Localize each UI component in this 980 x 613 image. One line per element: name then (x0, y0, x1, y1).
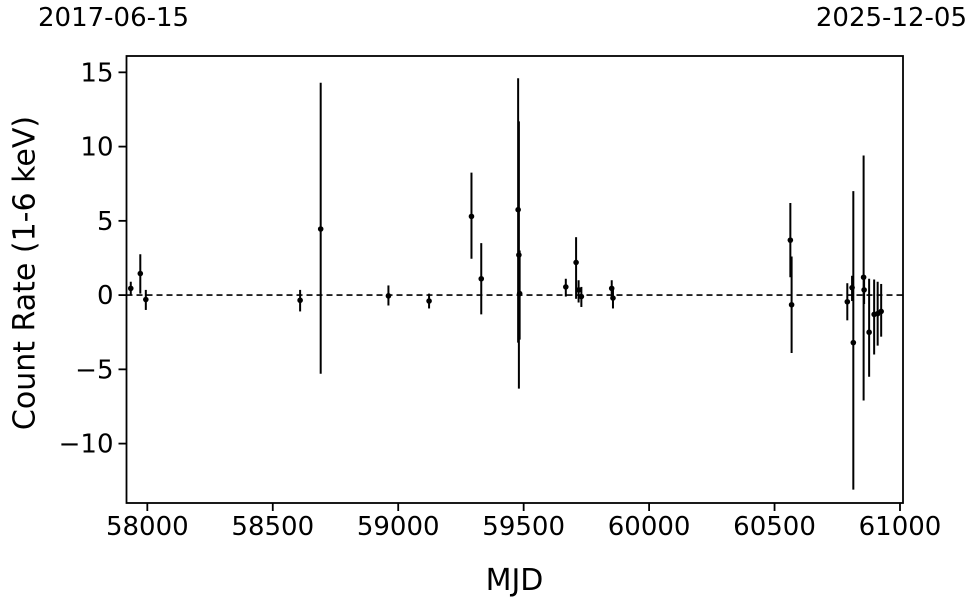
x-tick-label: 59500 (482, 512, 565, 542)
data-point-marker (143, 296, 149, 303)
data-point-marker (127, 285, 134, 292)
data-point-marker (788, 301, 795, 308)
data-point-marker (385, 293, 392, 299)
end-date-label: 2025-12-05 (815, 3, 967, 33)
data-point-marker (850, 339, 857, 346)
data-point-marker (578, 293, 585, 300)
y-tick-label: 10 (80, 133, 113, 163)
data-point-marker (515, 206, 521, 213)
data-point-marker (844, 298, 851, 305)
y-tick-label: 0 (97, 281, 114, 311)
x-tick-label: 61000 (859, 512, 942, 542)
data-point-marker (849, 284, 855, 291)
start-date-label: 2017-06-15 (38, 3, 190, 33)
data-point-marker (426, 298, 432, 304)
data-point-marker (516, 290, 523, 297)
x-tick-label: 60500 (733, 512, 816, 542)
data-point-marker (516, 252, 522, 258)
data-point-marker (860, 274, 867, 281)
data-point-marker (478, 275, 485, 282)
data-point-marker (137, 270, 144, 277)
y-tick-label: −5 (75, 355, 113, 385)
x-axis-label: MJD (485, 563, 544, 598)
data-point-marker (317, 226, 324, 232)
data-point-marker (787, 237, 794, 243)
data-point-marker (297, 297, 303, 304)
data-point-marker (608, 285, 615, 292)
y-axis-label: Count Rate (1-6 keV) (7, 115, 43, 431)
data-point-marker (575, 287, 582, 293)
x-tick-label: 58000 (106, 512, 189, 542)
data-point-marker (610, 295, 616, 301)
data-point-marker (468, 213, 475, 220)
x-tick-label: 58500 (231, 512, 314, 542)
x-tick-label: 59000 (357, 512, 440, 542)
data-point-marker (861, 287, 867, 293)
data-point-marker (878, 308, 884, 315)
data-point-marker (866, 329, 872, 336)
data-point-marker (563, 284, 569, 290)
y-tick-label: 5 (97, 207, 114, 237)
data-point-marker (573, 259, 579, 266)
y-tick-label: 15 (80, 58, 113, 88)
x-tick-label: 60000 (608, 512, 691, 542)
axes-box (125, 55, 904, 504)
y-tick-label: −10 (59, 430, 114, 460)
